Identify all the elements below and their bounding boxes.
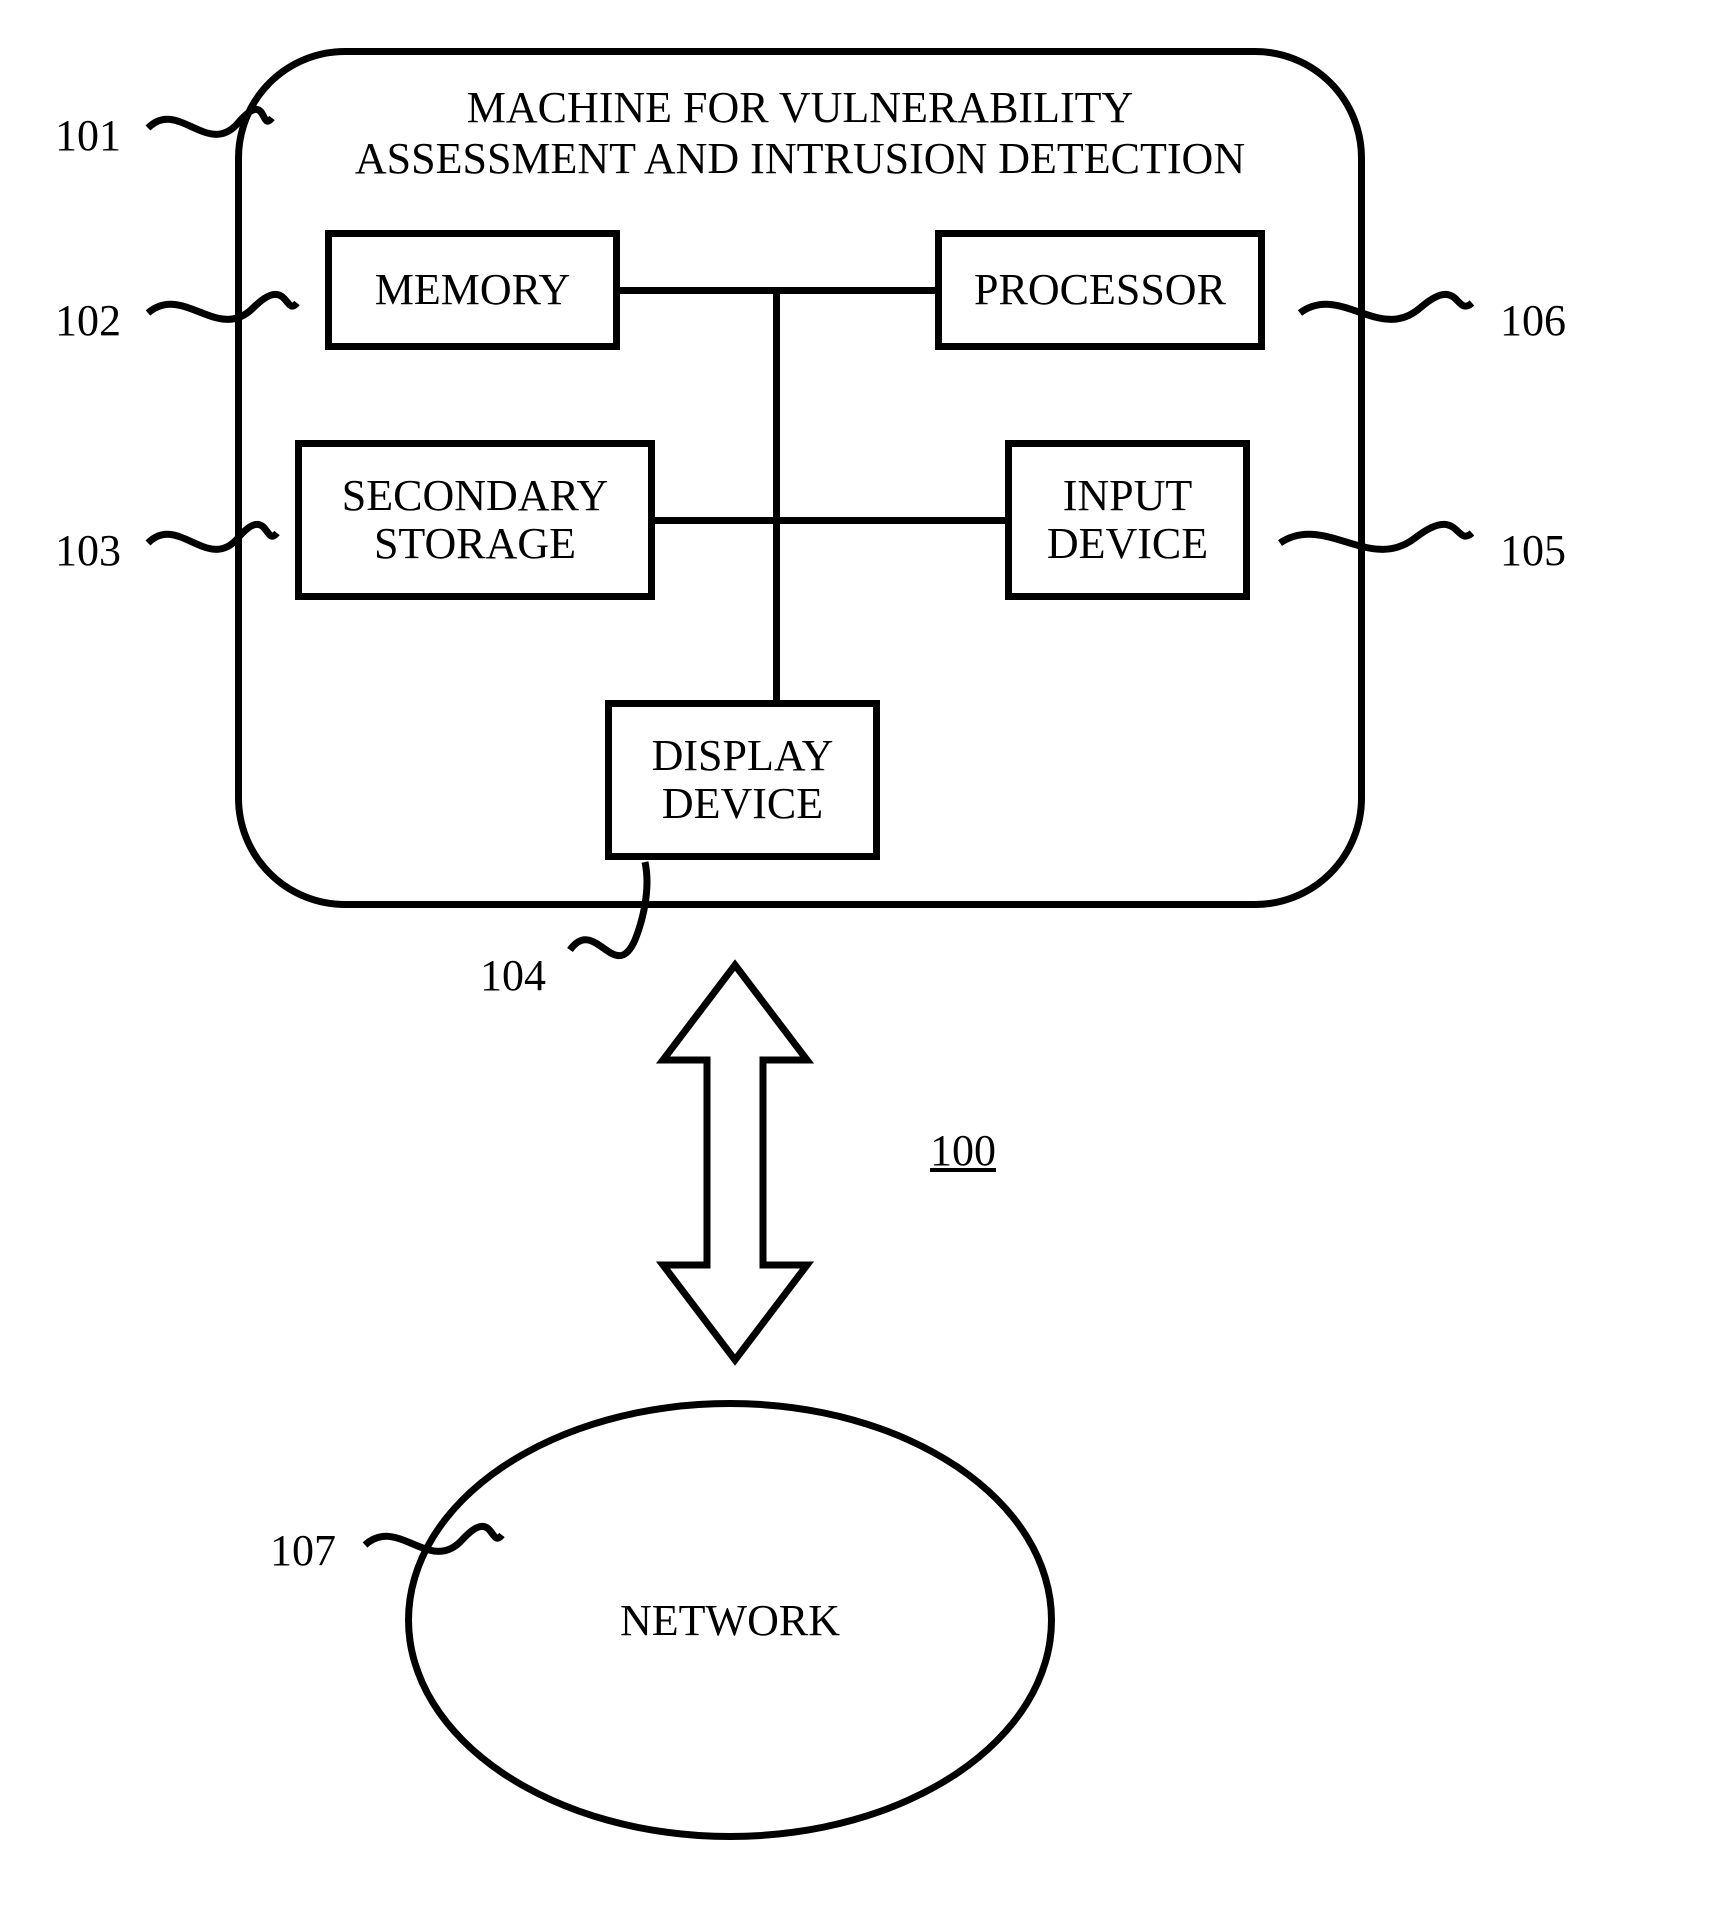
machine-title-line2: ASSESSMENT AND INTRUSION DETECTION	[355, 134, 1245, 183]
secondary-storage-label-l1: SECONDARY	[342, 471, 609, 520]
input-device-block: INPUT DEVICE	[1005, 440, 1250, 600]
secondary-storage-block: SECONDARY STORAGE	[295, 440, 655, 600]
machine-title: MACHINE FOR VULNERABILITY ASSESSMENT AND…	[242, 83, 1358, 184]
ref-103: 103	[55, 525, 121, 576]
memory-label: MEMORY	[375, 266, 571, 314]
network-node: NETWORK	[405, 1400, 1055, 1840]
ref-106: 106	[1500, 295, 1566, 346]
network-label: NETWORK	[620, 1595, 840, 1646]
bus-vertical	[773, 287, 780, 700]
machine-title-line1: MACHINE FOR VULNERABILITY	[467, 83, 1134, 132]
secondary-storage-label-l2: STORAGE	[374, 519, 576, 568]
ref-100: 100	[930, 1125, 996, 1176]
bus-mid-horizontal	[655, 517, 1005, 524]
ref-105: 105	[1500, 525, 1566, 576]
ref-104: 104	[480, 950, 546, 1001]
ref-102: 102	[55, 295, 121, 346]
display-device-block: DISPLAY DEVICE	[605, 700, 880, 860]
input-device-label-l2: DEVICE	[1047, 519, 1208, 568]
ref-101: 101	[55, 110, 121, 161]
input-device-label-l1: INPUT	[1063, 471, 1193, 520]
ref-107: 107	[270, 1525, 336, 1576]
memory-block: MEMORY	[325, 230, 620, 350]
double-arrow	[663, 965, 807, 1360]
display-device-label-l1: DISPLAY	[652, 731, 834, 780]
processor-block: PROCESSOR	[935, 230, 1265, 350]
diagram-canvas: MACHINE FOR VULNERABILITY ASSESSMENT AND…	[0, 0, 1715, 1912]
display-device-label-l2: DEVICE	[662, 779, 823, 828]
processor-label: PROCESSOR	[974, 266, 1226, 314]
